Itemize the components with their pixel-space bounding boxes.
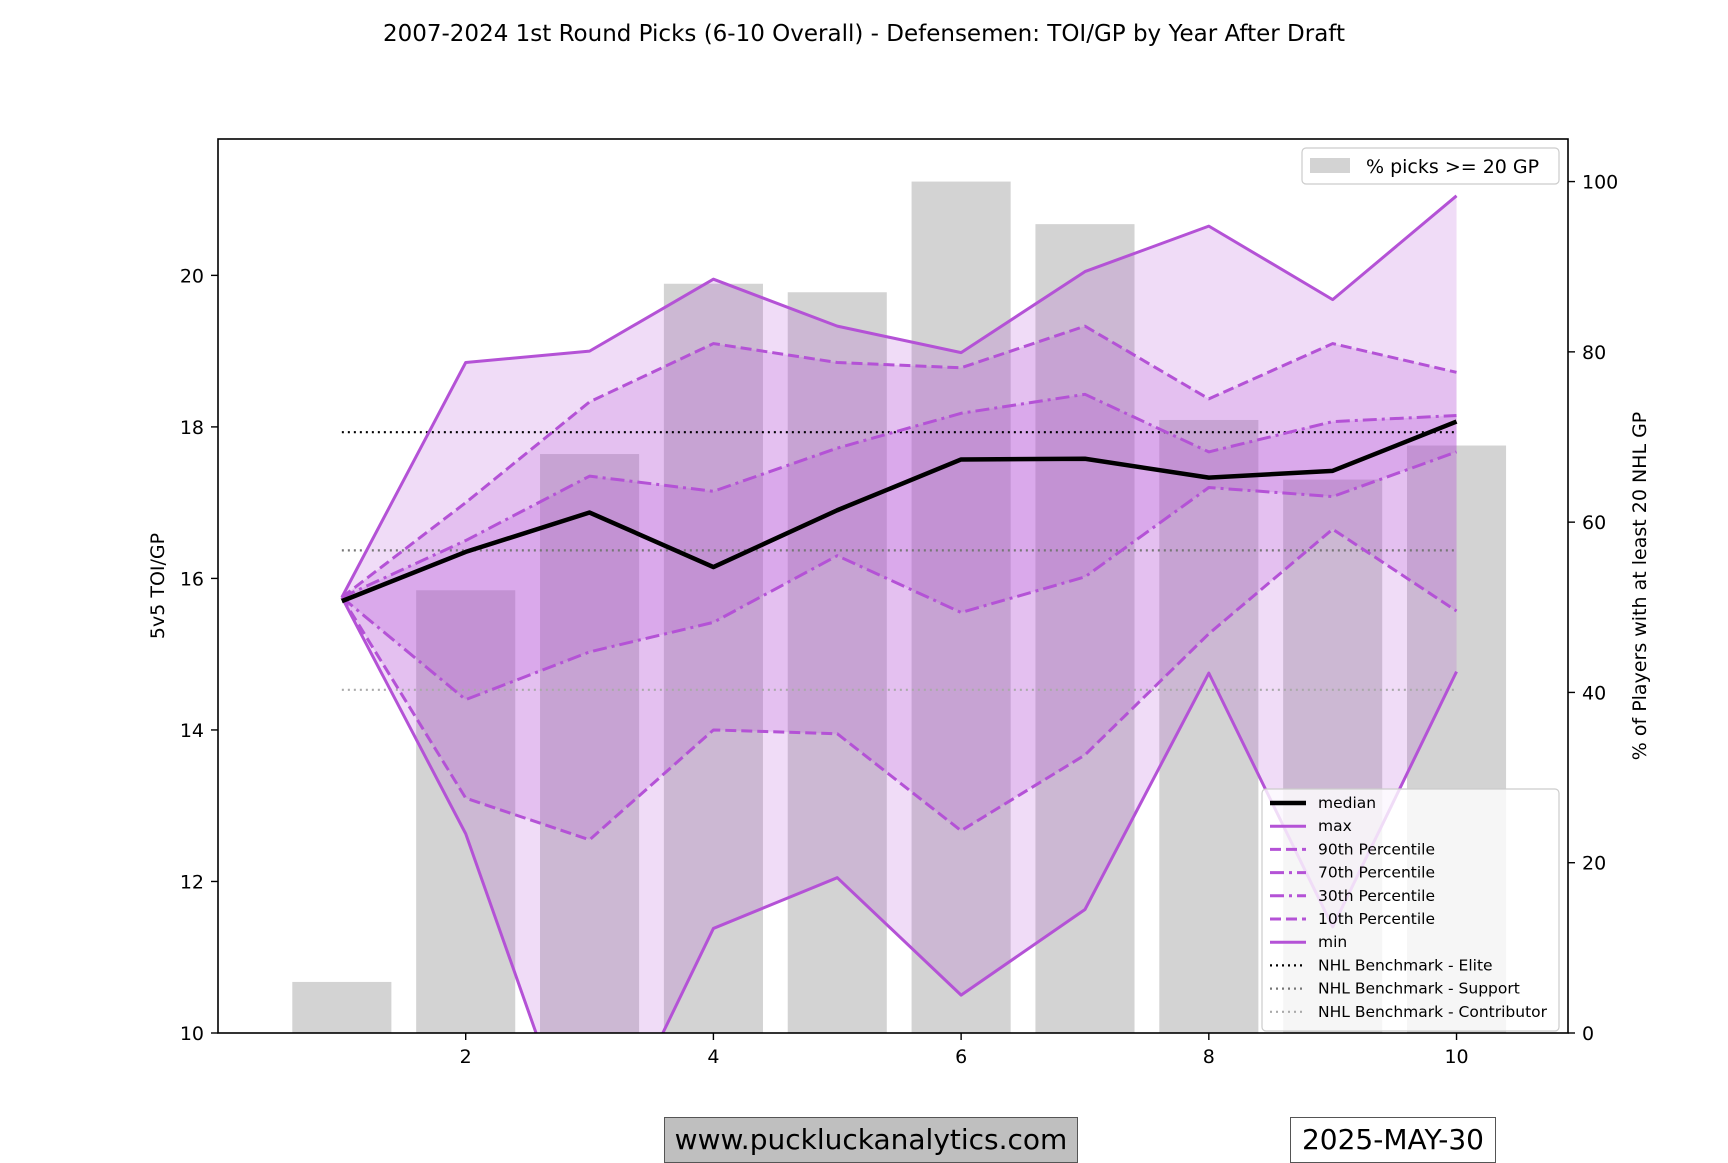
y-tick-label: 20 <box>180 265 204 287</box>
bar-legend-swatch <box>1310 158 1350 173</box>
band-max-min <box>341 195 1457 1033</box>
y2-tick-label: 20 <box>1582 853 1606 875</box>
series-30th-percentile <box>340 450 1458 702</box>
legend-label: NHL Benchmark - Support <box>1318 980 1520 998</box>
y2-axis-label: % of Players with at least 20 NHL GP <box>1629 412 1651 761</box>
x-tick-label: 8 <box>1203 1046 1215 1068</box>
x-tick-label: 10 <box>1444 1046 1468 1068</box>
y2-tick-label: 60 <box>1582 512 1606 534</box>
website-label: www.puckluckanalytics.com <box>664 1117 1078 1163</box>
bar-4 <box>663 283 763 1033</box>
x-tick-label: 6 <box>955 1046 967 1068</box>
y-tick-label: 18 <box>180 417 204 439</box>
legend-label: max <box>1318 817 1352 835</box>
axes: 2 4 6 8 10 10 12 14 16 18 20 0 20 40 60 80 100 5v5 TOI/GP… <box>147 138 1651 1068</box>
legend-label: 70th Percentile <box>1318 864 1435 882</box>
series-median <box>341 419 1458 604</box>
y2-tick-label: 100 <box>1582 172 1618 194</box>
y-tick-label: 14 <box>180 720 204 742</box>
y-tick-label: 16 <box>180 568 204 590</box>
bar-6 <box>911 181 1011 1033</box>
legend-label: median <box>1318 794 1376 812</box>
bar-legend-label: % picks >= 20 GP <box>1366 156 1539 178</box>
legend-label: 10th Percentile <box>1318 910 1435 928</box>
series-90th-percentile <box>340 324 1457 599</box>
bar-2 <box>416 590 516 1033</box>
legend-label: 90th Percentile <box>1318 840 1435 858</box>
legend-label: 30th Percentile <box>1318 887 1435 905</box>
legend-label: min <box>1318 933 1347 951</box>
x-tick-label: 2 <box>460 1046 472 1068</box>
y-tick-label: 12 <box>180 871 204 893</box>
series-70th-percentile <box>341 392 1457 599</box>
legend: % picks >= 20 GP median max 90th Percentile… <box>1261 147 1560 1032</box>
bar-legend-box <box>1301 147 1560 185</box>
bar-1 <box>292 981 392 1033</box>
legend-label: NHL Benchmark - Contributor <box>1318 1003 1548 1021</box>
series-max <box>340 194 1458 599</box>
date-label: 2025-MAY-30 <box>1290 1117 1496 1163</box>
x-tick-label: 4 <box>707 1046 719 1068</box>
chart-title: 2007-2024 1st Round Picks (6-10 Overall)… <box>383 21 1345 47</box>
legend-label: NHL Benchmark - Elite <box>1318 956 1493 974</box>
bar-8 <box>1159 419 1259 1033</box>
y-axis-label: 5v5 TOI/GP <box>147 533 169 639</box>
line-legend-box <box>1261 788 1560 1032</box>
y2-tick-label: 80 <box>1582 342 1606 364</box>
plot-frame <box>217 138 1569 1034</box>
y2-tick-label: 0 <box>1582 1023 1594 1045</box>
y2-tick-label: 40 <box>1582 682 1606 704</box>
y-tick-label: 10 <box>180 1023 204 1045</box>
bar-7 <box>1035 224 1135 1033</box>
